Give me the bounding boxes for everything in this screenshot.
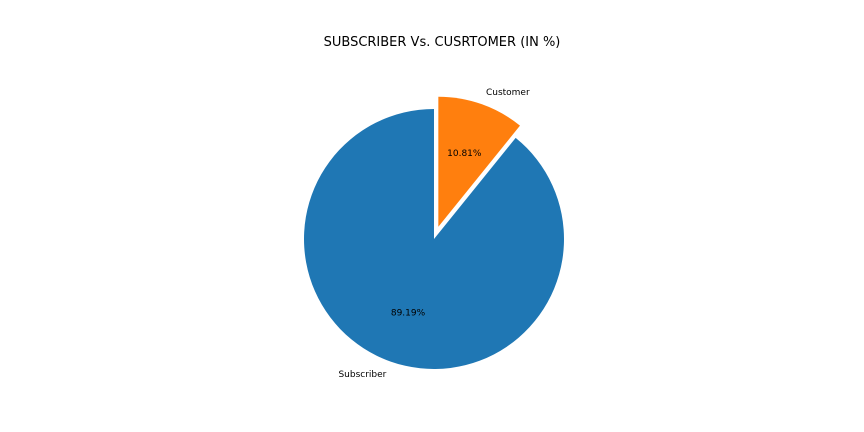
pie-slice-customer <box>438 96 520 227</box>
slice-label-customer: Customer <box>486 88 530 98</box>
pie-labels: Subscriber 89.19% Customer 10.81% <box>338 88 530 380</box>
pct-label-customer: 10.81% <box>447 149 482 159</box>
pie-slices <box>303 96 564 369</box>
pct-label-subscriber: 89.19% <box>391 309 426 319</box>
pie-slice-subscriber <box>303 109 564 369</box>
slice-label-subscriber: Subscriber <box>338 370 386 380</box>
chart-title: SUBSCRIBER Vs. CUSRTOMER (IN %) <box>324 35 561 50</box>
